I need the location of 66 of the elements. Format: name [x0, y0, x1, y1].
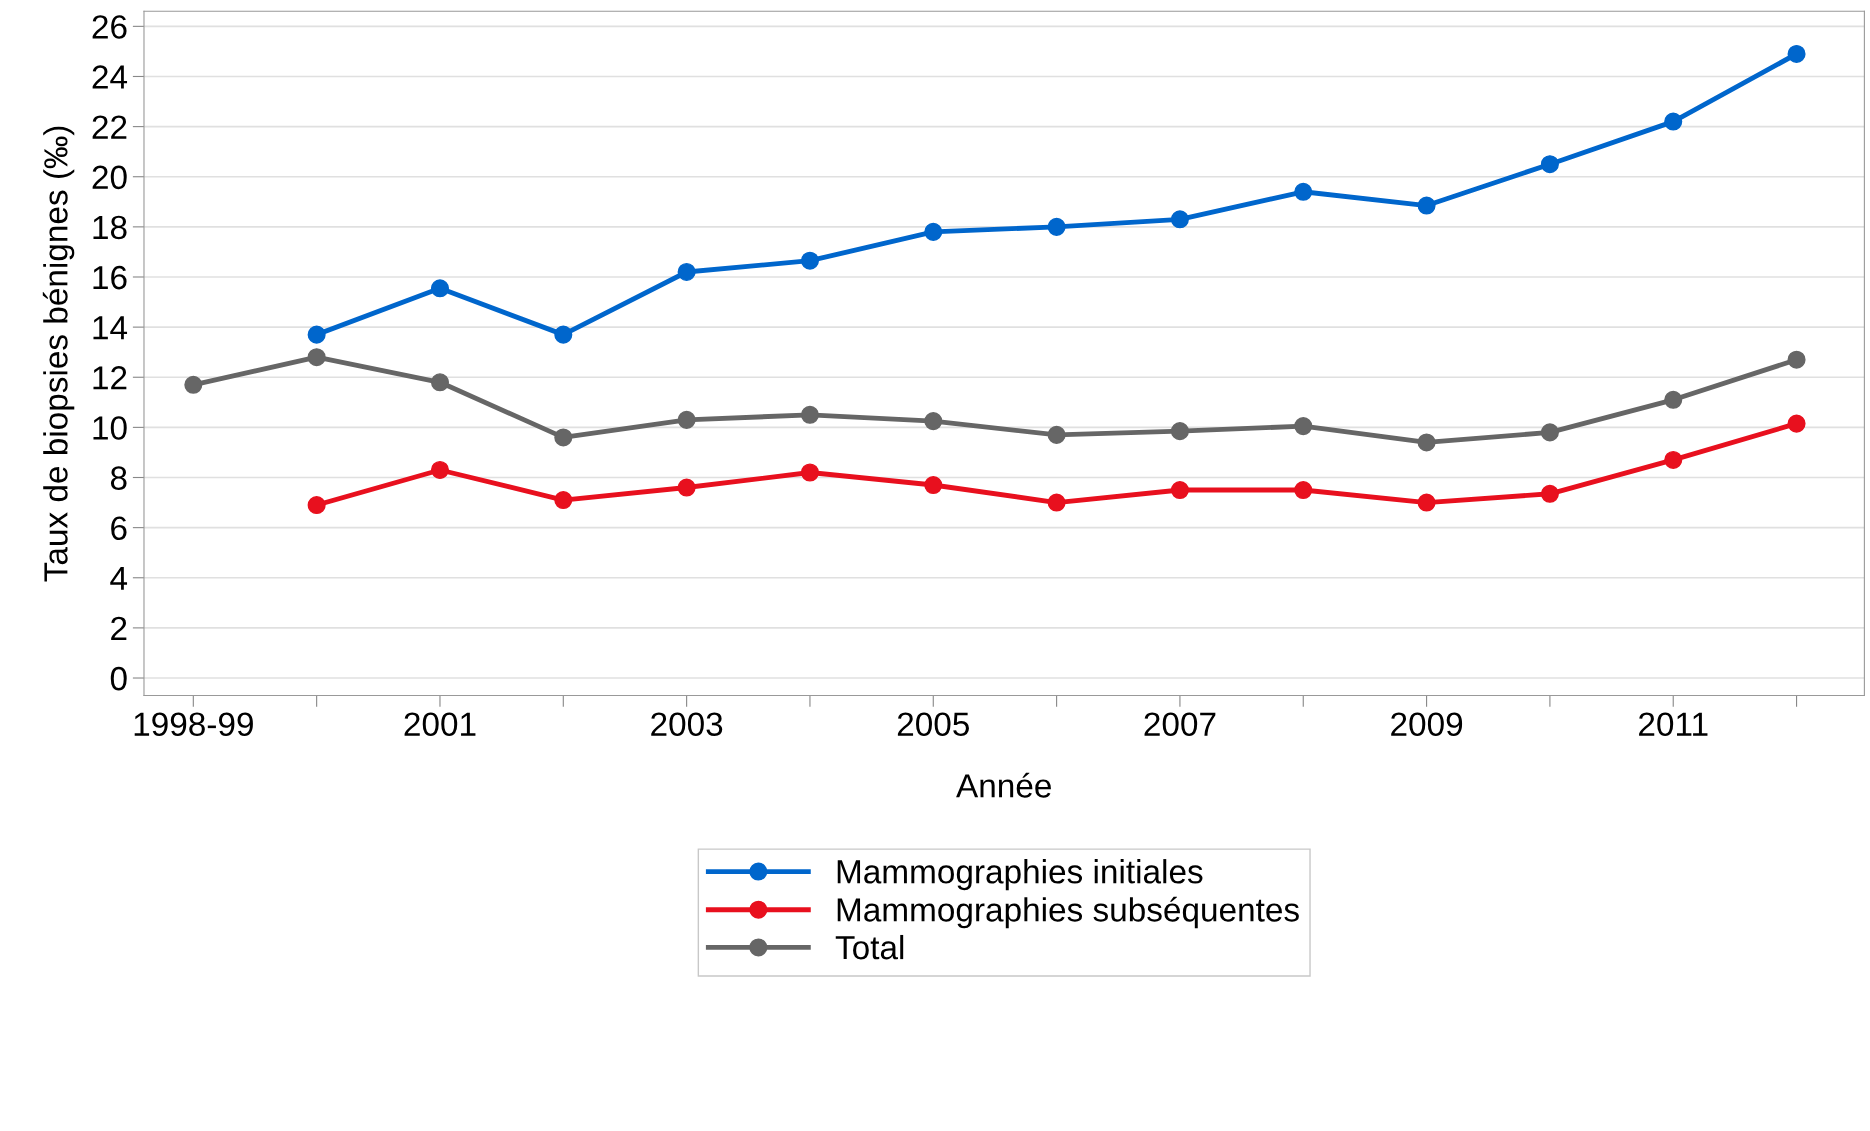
x-tick-label: 2009 — [1391, 712, 1463, 737]
point — [1170, 210, 1189, 229]
point — [307, 348, 326, 367]
point — [430, 460, 450, 480]
point — [554, 491, 573, 510]
point — [1664, 450, 1683, 469]
y-tick-label: 18 — [93, 215, 127, 240]
point — [924, 222, 943, 241]
point — [1170, 422, 1189, 441]
point — [1294, 417, 1313, 436]
point — [430, 279, 450, 298]
y-tick-label: 10 — [93, 416, 127, 440]
y-tick-label: 14 — [93, 316, 128, 340]
point — [1787, 414, 1806, 433]
point — [1047, 493, 1066, 512]
y-tick-label: 24 — [92, 65, 128, 89]
y-tick-label: 6 — [111, 516, 127, 541]
y-tick-label: 22 — [92, 115, 127, 139]
x-tick-label: 2007 — [1144, 712, 1216, 737]
point — [1294, 481, 1313, 500]
point — [307, 496, 326, 515]
point — [677, 262, 696, 282]
point — [1294, 182, 1313, 201]
point — [1787, 44, 1806, 63]
y-tick-label: 8 — [110, 466, 127, 490]
y-tick-label: 12 — [93, 366, 127, 390]
legend-label: Mammographies subséquentes — [837, 896, 1299, 929]
point — [184, 375, 203, 394]
point — [924, 475, 943, 495]
point — [800, 251, 819, 270]
x-tick-label: 2005 — [897, 712, 969, 737]
point — [1417, 196, 1436, 215]
point — [800, 405, 819, 424]
x-tick-label: 2001 — [404, 712, 476, 737]
x-axis-title: Année — [956, 772, 1051, 798]
point — [677, 410, 696, 429]
y-tick-label: 16 — [93, 265, 127, 290]
point — [1047, 425, 1066, 444]
point — [307, 325, 326, 344]
y-tick-label: 20 — [92, 165, 127, 190]
point — [1664, 390, 1683, 409]
x-tick-label: 2011 — [1639, 712, 1708, 737]
point — [677, 478, 696, 497]
point — [1170, 481, 1189, 500]
point — [1047, 217, 1066, 236]
y-axis-title: Taux de biopsies bénignes (‰) — [42, 126, 75, 582]
legend-label: Mammographies initiales — [837, 859, 1203, 891]
point — [1417, 493, 1436, 512]
point — [1540, 423, 1559, 442]
point — [924, 412, 943, 431]
y-tick-label: 2 — [111, 616, 127, 640]
point — [430, 373, 450, 392]
y-tick-label: 26 — [92, 15, 127, 39]
point — [1787, 350, 1806, 369]
point — [554, 428, 573, 447]
legend-label: Total — [835, 934, 904, 960]
y-tick-label: 0 — [110, 666, 127, 691]
point — [554, 325, 573, 344]
x-tick-label: 1998-99 — [134, 712, 253, 737]
point — [1540, 155, 1559, 174]
point — [1664, 112, 1683, 131]
point — [1417, 433, 1436, 452]
y-tick-label: 4 — [110, 566, 128, 590]
point — [1540, 484, 1559, 503]
point — [800, 463, 819, 482]
x-tick-label: 2003 — [651, 712, 723, 737]
